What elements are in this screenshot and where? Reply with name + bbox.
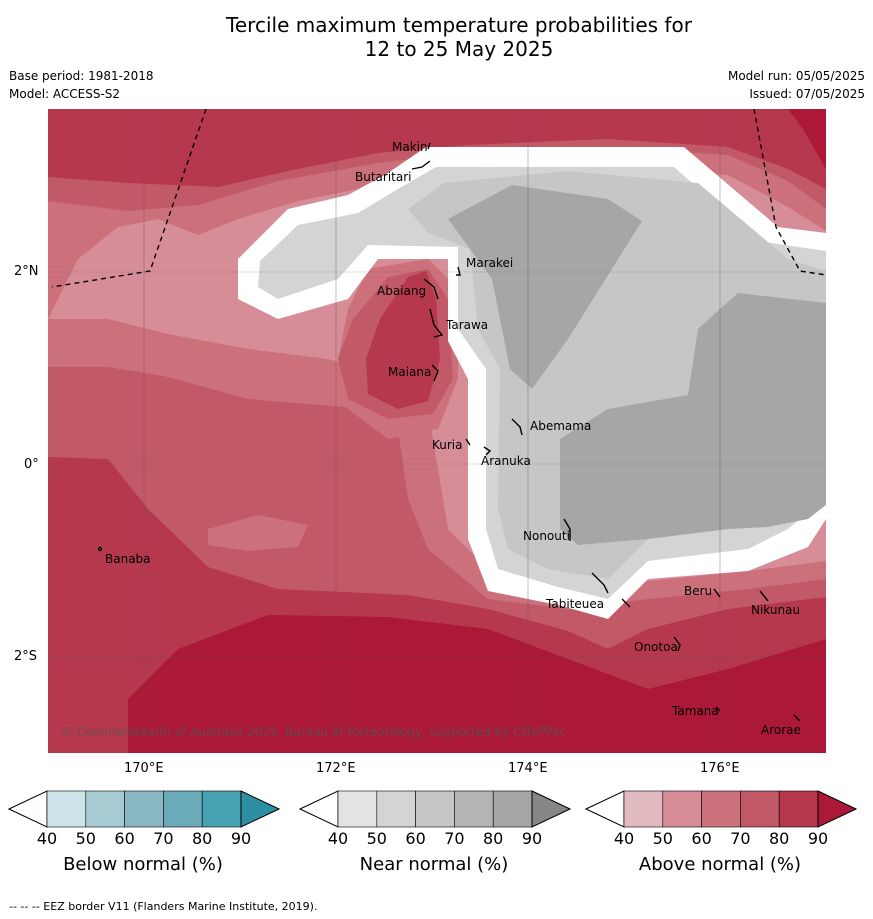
place-arorae: Arorae xyxy=(761,723,801,737)
colorbar-swatch xyxy=(701,790,741,828)
place-onotoa: Onotoa xyxy=(634,640,678,654)
colorbar-swatch xyxy=(740,790,780,828)
colorbar-tick-label: 70 xyxy=(153,829,174,848)
colorbar-swatch xyxy=(454,790,494,828)
lon-label-174e: 174°E xyxy=(508,761,548,776)
colorbar-swatch-low xyxy=(8,790,48,828)
colorbar-tick-label: 90 xyxy=(807,829,829,848)
near-60-70-region xyxy=(448,185,642,389)
colorbar-swatch xyxy=(201,790,242,828)
colorbar-swatch xyxy=(662,790,702,828)
colorbar-tick-label: 60 xyxy=(405,829,426,848)
lon-label-170e: 170°E xyxy=(124,761,164,776)
lat-label-0: 0° xyxy=(24,457,39,472)
place-tarawa: Tarawa xyxy=(445,318,488,332)
above-80-90-top-region xyxy=(48,109,826,189)
colorbar-tick-label: 50 xyxy=(652,829,673,848)
lon-label-176e: 176°E xyxy=(700,761,740,776)
place-abemama: Abemama xyxy=(530,419,591,433)
colorbar-title: Near normal (%) xyxy=(359,854,509,875)
colorbar-swatch-low xyxy=(299,790,339,828)
colorbar-tick-label: 60 xyxy=(691,829,712,848)
colorbar-swatch-high xyxy=(817,790,857,828)
colorbar-above xyxy=(585,790,857,828)
colorbar-tick-label: 80 xyxy=(192,829,213,848)
eez-border xyxy=(51,109,826,288)
colorbar-tick-label: 60 xyxy=(114,829,135,848)
colorbar-tick-label: 50 xyxy=(75,829,96,848)
graticule xyxy=(48,109,826,753)
model-name: Model: ACCESS-S2 xyxy=(9,87,121,101)
colorbar-tick-label: 80 xyxy=(483,829,504,848)
colorbar-swatch xyxy=(124,790,164,828)
colorbar-swatch xyxy=(623,790,664,828)
colorbar-tick-label: 90 xyxy=(521,829,543,848)
colorbar-swatch xyxy=(337,790,378,828)
place-labels: Makin Butaritari Marakei Abaiang Tarawa … xyxy=(105,140,801,737)
colorbar-swatch-high xyxy=(531,790,571,828)
colorbar-swatch xyxy=(778,790,819,828)
place-butaritari: Butaritari xyxy=(355,170,412,184)
colorbar-tick-label: 40 xyxy=(613,829,635,848)
island-outlines xyxy=(97,142,801,722)
place-nikunau: Nikunau xyxy=(751,603,800,617)
place-marakei: Marakei xyxy=(466,256,513,270)
above-80-90-central-region xyxy=(366,271,440,409)
place-kuria: Kuria xyxy=(432,438,463,452)
colorbar-tick-label: 40 xyxy=(327,829,349,848)
above-90-ne-region xyxy=(788,109,826,169)
colorbar-swatch xyxy=(85,790,125,828)
colorbar-tick-label: 70 xyxy=(444,829,465,848)
base-period: Base period: 1981-2018 xyxy=(9,69,154,83)
place-abaiang: Abaiang xyxy=(377,284,426,298)
colorbar-swatch xyxy=(46,790,87,828)
near-60-70-east-region xyxy=(560,293,826,545)
issued-date: Issued: 07/05/2025 xyxy=(749,87,865,101)
colorbar-title: Above normal (%) xyxy=(638,854,802,875)
colorbar-swatch-low xyxy=(585,790,625,828)
place-tamana: Tamana xyxy=(671,704,719,718)
lon-label-172e: 172°E xyxy=(316,761,356,776)
colorbar-tick-label: 50 xyxy=(366,829,387,848)
map-title: Tercile maximum temperature probabilitie… xyxy=(0,13,873,61)
place-tabiteuea: Tabiteuea xyxy=(545,597,604,611)
place-nonouti: Nonouti xyxy=(523,529,570,543)
above-50-60-banaba-patch xyxy=(208,515,308,551)
copyright-notice: © Commonwealth of Australia 2025, Bureau… xyxy=(61,725,566,739)
place-makin: Makin xyxy=(392,140,428,154)
colorbar-swatch xyxy=(415,790,455,828)
lat-label-2n: 2°N xyxy=(14,264,39,279)
colorbar-tick-label: 90 xyxy=(230,829,252,848)
above-90-bottom-region xyxy=(128,615,826,753)
colorbar-swatch xyxy=(376,790,416,828)
colorbar-tick-label: 70 xyxy=(730,829,751,848)
place-beru: Beru xyxy=(684,584,712,598)
colorbar-swatch-high xyxy=(240,790,280,828)
place-aranuka: Aranuka xyxy=(481,454,531,468)
title-line-1: Tercile maximum temperature probabilitie… xyxy=(226,13,692,37)
eez-footnote: -- -- -- EEZ border V11 (Flanders Marine… xyxy=(9,900,318,913)
place-banaba: Banaba xyxy=(105,552,151,566)
model-run: Model run: 05/05/2025 xyxy=(727,69,865,83)
lat-label-2s: 2°S xyxy=(14,649,38,664)
title-line-2: 12 to 25 May 2025 xyxy=(364,37,554,61)
probability-map: Makin Butaritari Marakei Abaiang Tarawa … xyxy=(48,109,826,753)
place-maiana: Maiana xyxy=(388,365,431,379)
colorbar-tick-label: 80 xyxy=(769,829,790,848)
colorbar-title: Below normal (%) xyxy=(63,854,223,875)
colorbar-tick-label: 40 xyxy=(36,829,58,848)
colorbar-swatch xyxy=(163,790,203,828)
colorbar-near xyxy=(299,790,571,828)
colorbar-below xyxy=(8,790,280,828)
colorbar-swatch xyxy=(492,790,533,828)
